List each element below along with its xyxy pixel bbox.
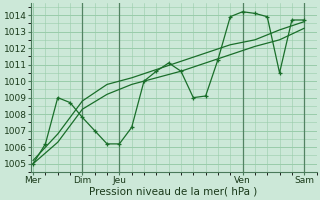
X-axis label: Pression niveau de la mer( hPa ): Pression niveau de la mer( hPa ) (90, 187, 258, 197)
